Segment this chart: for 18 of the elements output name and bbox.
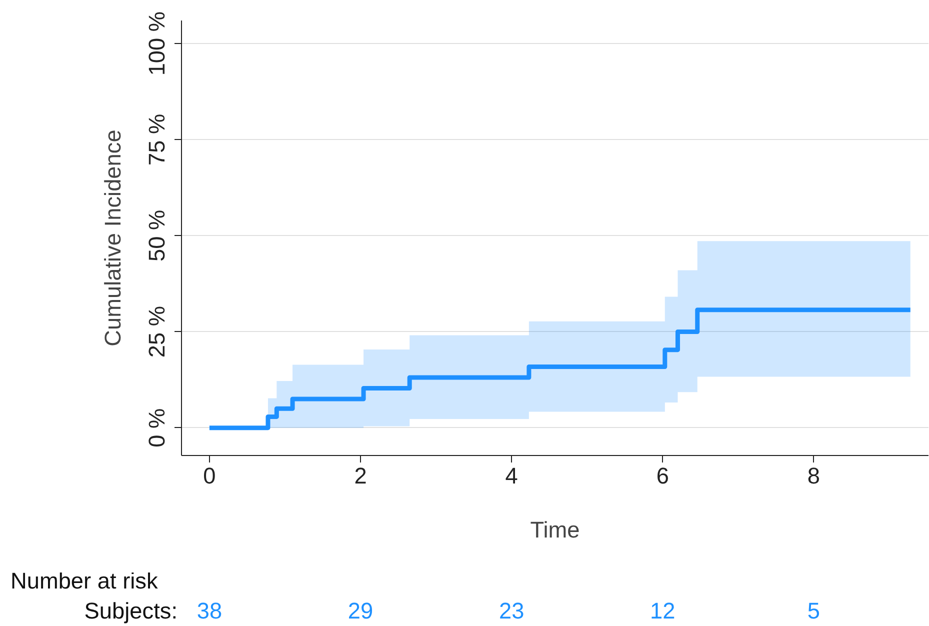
text: 29 bbox=[348, 598, 374, 624]
text: 12 bbox=[650, 598, 676, 624]
x-tick-label: 8 bbox=[807, 462, 820, 488]
y-tick-label: 50 % bbox=[144, 210, 170, 262]
text: 38 bbox=[196, 598, 222, 624]
x-tick-label: 6 bbox=[656, 462, 669, 488]
x-axis-title: Time bbox=[530, 516, 580, 542]
y-tick-label: 0 % bbox=[144, 408, 170, 448]
text: Subjects: bbox=[84, 598, 178, 624]
x-tick-label: 2 bbox=[354, 462, 367, 488]
x-tick-label: 0 bbox=[203, 462, 216, 488]
y-tick-label: 100 % bbox=[144, 11, 170, 76]
y-tick-label: 25 % bbox=[144, 306, 170, 358]
text: 23 bbox=[498, 598, 524, 624]
text: 5 bbox=[807, 598, 820, 624]
y-axis-title: Cumulative Incidence bbox=[100, 130, 126, 346]
y-tick-label: 75 % bbox=[144, 114, 170, 166]
x-tick-label: 4 bbox=[505, 462, 518, 488]
